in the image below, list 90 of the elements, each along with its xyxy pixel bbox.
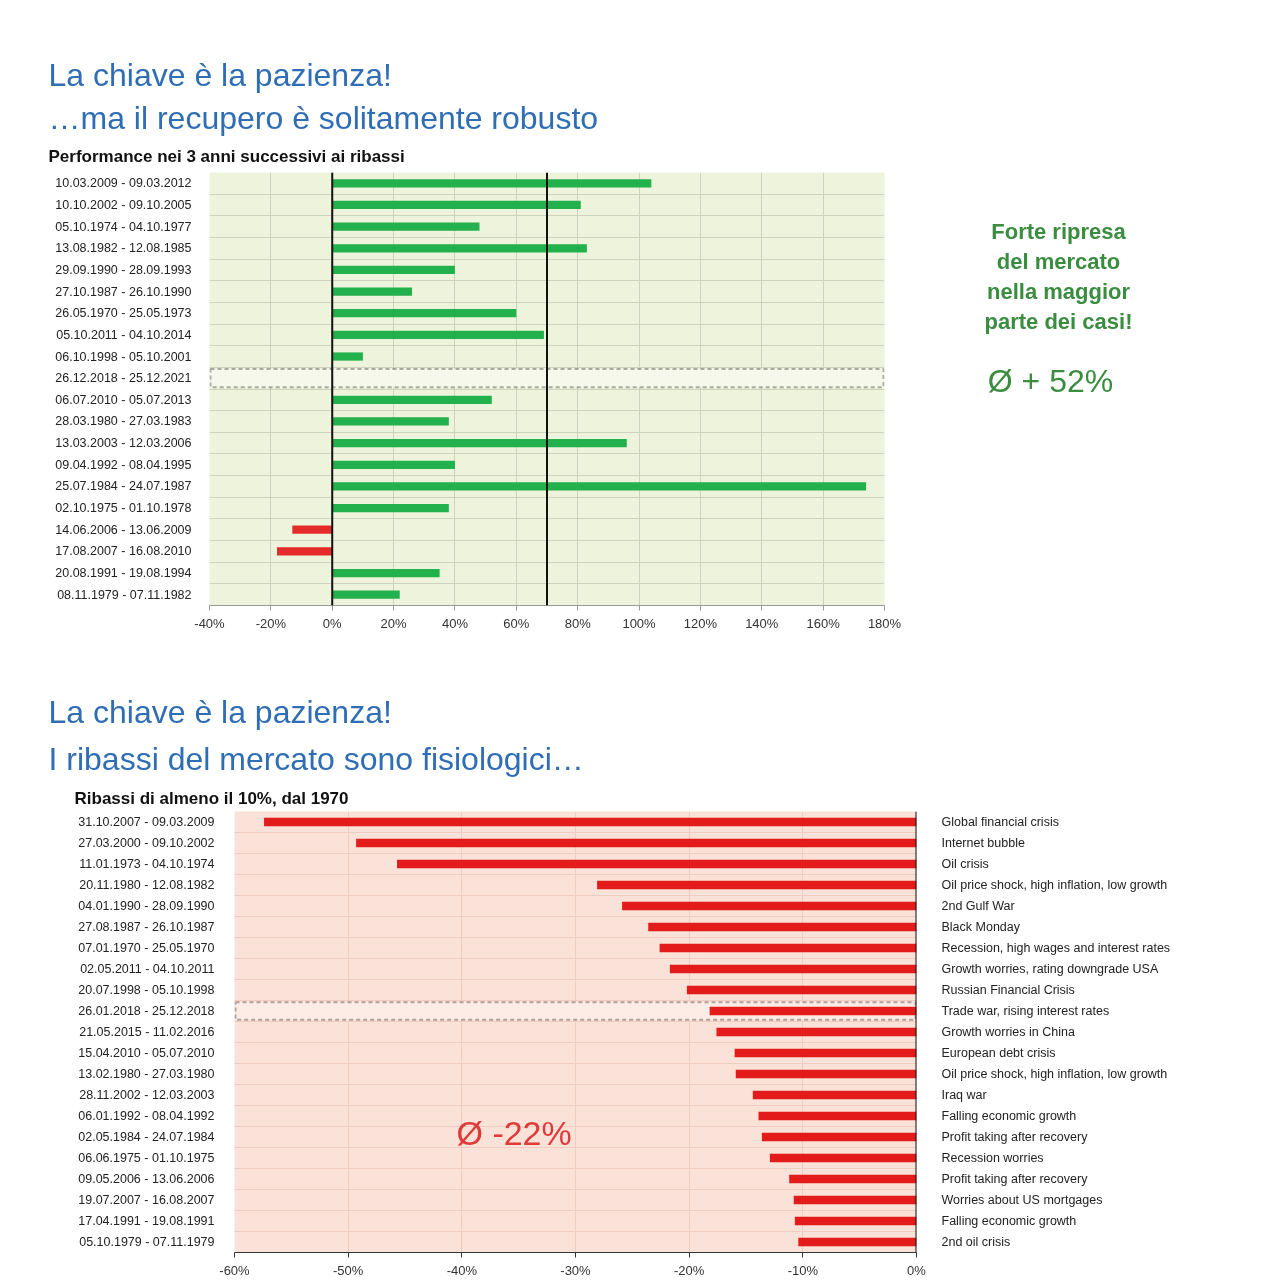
y2-tick-label: Oil price shock, high inflation, low growth <box>941 878 1168 892</box>
y2-tick-label: Recession worries <box>941 1151 1044 1165</box>
chart-title: La chiave è la pazienza! <box>48 694 392 730</box>
y-tick-label: 06.06.1975 - 01.10.1975 <box>78 1151 215 1165</box>
y2-tick-label: Profit taking after recovery <box>941 1130 1089 1144</box>
y-tick-label: 13.02.1980 - 27.03.1980 <box>78 1067 215 1081</box>
x-tick-label: 180% <box>867 615 902 631</box>
x-tick-label: -50% <box>332 1262 364 1278</box>
y-tick-label: 09.04.1992 - 08.04.1995 <box>55 457 192 472</box>
x-tick-label: 120% <box>683 615 718 631</box>
y-tick-label: 06.10.1998 - 05.10.2001 <box>55 349 192 364</box>
y2-tick-label: European debt crisis <box>941 1046 1056 1060</box>
y-tick-label: 19.07.2007 - 16.08.2007 <box>78 1193 215 1207</box>
y2-tick-label: Falling economic growth <box>941 1214 1077 1228</box>
y-tick-label: 13.08.1982 - 12.08.1985 <box>55 241 192 256</box>
x-tick-label: 140% <box>745 615 779 631</box>
x-tick-label: 40% <box>441 615 469 631</box>
y-tick-label: 05.10.1979 - 07.11.1979 <box>79 1235 215 1249</box>
y-tick-label: 05.10.1974 - 04.10.1977 <box>55 219 192 234</box>
x-tick-label: 60% <box>503 615 530 631</box>
y-tick-label: 09.05.2006 - 13.06.2006 <box>78 1172 215 1186</box>
y-tick-label: 02.05.1984 - 24.07.1984 <box>78 1130 215 1144</box>
y-tick-label: 14.06.2006 - 13.06.2009 <box>55 522 192 537</box>
y2-tick-label: Oil price shock, high inflation, low growth <box>941 1067 1168 1081</box>
y-tick-label: 29.09.1990 - 28.09.1993 <box>55 262 192 277</box>
x-tick-label: 160% <box>806 615 841 631</box>
y2-tick-label: Growth worries in China <box>941 1025 1075 1039</box>
y-tick-label: 06.01.1992 - 08.04.1992 <box>78 1109 215 1123</box>
y-tick-label: 04.01.1990 - 28.09.1990 <box>78 899 215 913</box>
y-tick-label: 10.10.2002 - 09.10.2005 <box>55 197 192 212</box>
y-tick-label: 15.04.2010 - 05.07.2010 <box>78 1046 215 1060</box>
x-tick-label: -30% <box>560 1262 592 1278</box>
y-tick-label: 20.08.1991 - 19.08.1994 <box>55 566 192 581</box>
y-tick-label: 13.03.2003 - 12.03.2006 <box>55 436 192 451</box>
y-tick-label: 21.05.2015 - 11.02.2016 <box>79 1025 215 1039</box>
x-tick-label: 80% <box>564 615 592 631</box>
x-tick-label: -40% <box>446 1262 478 1278</box>
text: Ø + 52% <box>987 362 1114 399</box>
x-tick-label: -40% <box>194 615 226 631</box>
y2-tick-label: Black Monday <box>941 920 1021 934</box>
y-tick-label: 28.03.1980 - 27.03.1983 <box>55 414 192 429</box>
y2-tick-label: 2nd Gulf War <box>941 899 1015 913</box>
x-tick-label: -10% <box>787 1262 819 1278</box>
y-tick-label: 07.01.1970 - 25.05.1970 <box>78 941 215 955</box>
x-tick-label: 0% <box>322 615 343 631</box>
y-tick-label: 25.07.1984 - 24.07.1987 <box>55 479 192 494</box>
y2-tick-label: Oil crisis <box>941 857 989 871</box>
y2-tick-label: Falling economic growth <box>941 1109 1077 1123</box>
y-tick-label: 26.12.2018 - 25.12.2021 <box>55 371 192 386</box>
y-tick-label: 17.04.1991 - 19.08.1991 <box>78 1214 215 1228</box>
y-tick-label: 08.11.1979 - 07.11.1982 <box>57 587 192 602</box>
x-tick-label: 100% <box>622 615 657 631</box>
text: Forte ripresa del mercato nella maggior parte dei casi! <box>984 219 1133 334</box>
y2-tick-label: Trade war, rising interest rates <box>941 1004 1110 1018</box>
y2-tick-label: Russian Financial Crisis <box>941 983 1075 997</box>
y-tick-label: 06.07.2010 - 05.07.2013 <box>55 392 192 407</box>
y2-tick-label: Internet bubble <box>941 836 1025 850</box>
y-tick-label: 02.05.2011 - 04.10.2011 <box>80 962 215 976</box>
y-tick-label: 05.10.2011 - 04.10.2014 <box>56 327 192 342</box>
y2-tick-label: Profit taking after recovery <box>941 1172 1089 1186</box>
y-tick-label: 20.07.1998 - 05.10.1998 <box>78 983 215 997</box>
y2-tick-label: Growth worries, rating downgrade USA <box>941 962 1159 976</box>
x-tick-label: 20% <box>380 615 408 631</box>
x-tick-label: 0% <box>907 1262 927 1278</box>
y2-tick-label: Recession, high wages and interest rates <box>941 941 1171 955</box>
y-tick-label: 02.10.1975 - 01.10.1978 <box>55 501 192 516</box>
y2-tick-label: Global financial crisis <box>941 815 1059 829</box>
y-tick-label: 26.05.1970 - 25.05.1973 <box>55 306 192 321</box>
y2-tick-label: Iraq war <box>941 1088 987 1102</box>
y2-tick-label: Worries about US mortgages <box>941 1193 1103 1207</box>
y-tick-label: 27.03.2000 - 09.10.2002 <box>78 836 215 850</box>
text: Performance nei 3 anni successivi ai ribassi <box>48 146 405 166</box>
annotation: Ø -22% <box>456 1113 572 1152</box>
x-tick-label: -60% <box>219 1262 251 1278</box>
y-tick-label: 26.01.2018 - 25.12.2018 <box>78 1004 215 1018</box>
x-tick-label: -20% <box>255 615 287 631</box>
chart-subtitle: I ribassi del mercato sono fisiologici… <box>48 740 584 777</box>
chart-title: La chiave è la pazienza! <box>48 56 392 93</box>
text: Ribassi di almeno il 10%, dal 1970 <box>74 788 349 808</box>
y-tick-label: 17.08.2007 - 16.08.2010 <box>55 544 192 559</box>
y-tick-label: 28.11.2002 - 12.03.2003 <box>79 1088 215 1102</box>
y-tick-label: 11.01.1973 - 04.10.1974 <box>79 857 215 871</box>
y-tick-label: 27.08.1987 - 26.10.1987 <box>78 920 215 934</box>
chart-subtitle: …ma il recupero è solitamente robusto <box>48 99 599 136</box>
x-tick-label: -20% <box>673 1262 705 1278</box>
y-tick-label: 31.10.2007 - 09.03.2009 <box>78 815 215 829</box>
y-tick-label: 20.11.1980 - 12.08.1982 <box>79 878 215 892</box>
y-tick-label: 27.10.1987 - 26.10.1990 <box>55 284 192 299</box>
y-tick-label: 10.03.2009 - 09.03.2012 <box>55 176 192 191</box>
y2-tick-label: 2nd oil crisis <box>941 1235 1011 1249</box>
